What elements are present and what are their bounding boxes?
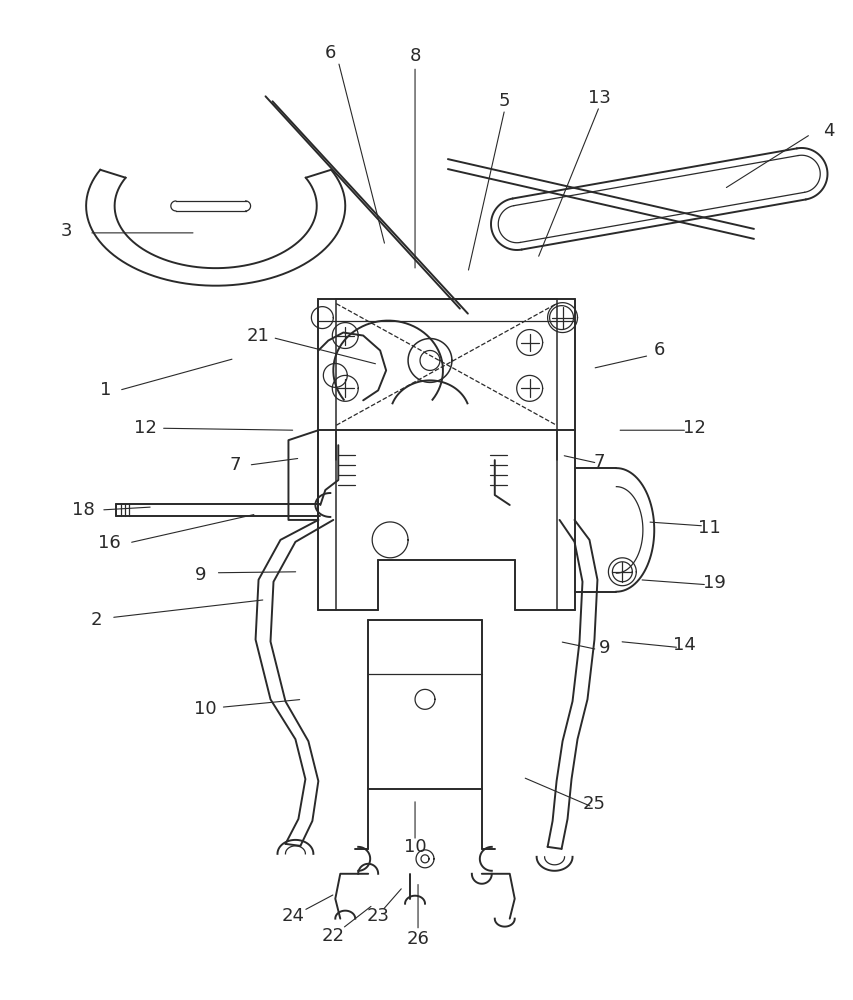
Text: 25: 25 <box>583 795 606 813</box>
Text: 24: 24 <box>281 907 305 925</box>
Text: 26: 26 <box>406 930 429 948</box>
Text: 10: 10 <box>194 700 217 718</box>
Text: 22: 22 <box>322 927 345 945</box>
Text: 8: 8 <box>409 47 421 65</box>
Text: 3: 3 <box>61 222 72 240</box>
Text: 9: 9 <box>598 639 609 657</box>
Text: 23: 23 <box>366 907 389 925</box>
Text: 16: 16 <box>97 534 120 552</box>
Text: 5: 5 <box>498 92 510 110</box>
Text: 6: 6 <box>324 44 335 62</box>
Text: 4: 4 <box>822 122 833 140</box>
Text: 19: 19 <box>702 574 725 592</box>
Text: 18: 18 <box>72 501 95 519</box>
Text: 14: 14 <box>672 636 695 654</box>
Text: 10: 10 <box>403 838 426 856</box>
Text: 6: 6 <box>653 341 664 359</box>
Text: 7: 7 <box>593 453 605 471</box>
Text: 7: 7 <box>229 456 241 474</box>
Text: 12: 12 <box>682 419 705 437</box>
Text: 9: 9 <box>194 566 206 584</box>
Text: 11: 11 <box>697 519 720 537</box>
Text: 1: 1 <box>101 381 112 399</box>
Text: 12: 12 <box>134 419 157 437</box>
Text: 2: 2 <box>90 611 102 629</box>
Text: 13: 13 <box>588 89 610 107</box>
Text: 21: 21 <box>247 327 270 345</box>
